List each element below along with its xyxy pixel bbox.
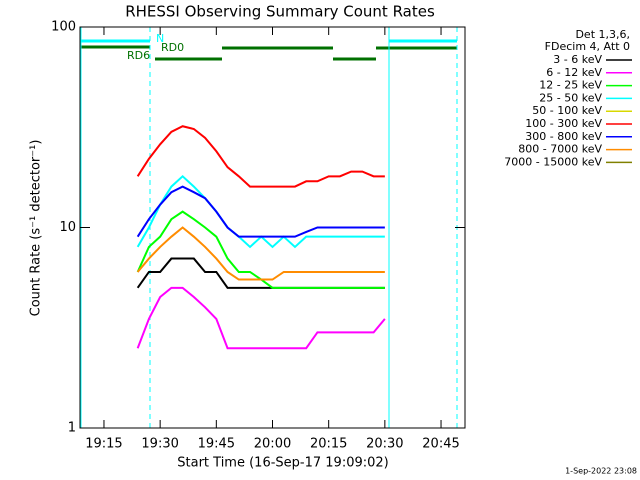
chart-title: RHESSI Observing Summary Count Rates xyxy=(125,3,435,21)
legend-label: 800 - 7000 keV xyxy=(518,143,602,156)
legend-label: 7000 - 15000 keV xyxy=(504,155,602,168)
y-axis-label: Count Rate (s⁻¹ detector⁻¹) xyxy=(29,140,44,317)
x-tick-label: 20:45 xyxy=(422,437,459,452)
legend-header: Det 1,3,6, xyxy=(575,28,630,41)
legend-label: 300 - 800 keV xyxy=(525,130,602,143)
y-tick-label: 1 xyxy=(68,421,76,436)
series-line xyxy=(136,226,385,281)
x-tick-label: 20:15 xyxy=(310,437,347,452)
annotation: RD0 xyxy=(161,41,184,54)
legend-header: FDecim 4, Att 0 xyxy=(545,40,630,53)
x-tick-label: 20:30 xyxy=(366,437,403,452)
legend-label: 3 - 6 keV xyxy=(553,53,602,66)
legend-label: 6 - 12 keV xyxy=(546,66,602,79)
legend-label: 12 - 25 keV xyxy=(539,79,602,92)
legend-label: 50 - 100 keV xyxy=(532,104,602,117)
y-tick-label: 10 xyxy=(59,220,76,235)
x-axis-label: Start Time (16-Sep-17 19:09:02) xyxy=(177,456,388,471)
legend-label: 100 - 300 keV xyxy=(525,117,602,130)
footer: 1-Sep-2022 23:08 xyxy=(565,467,637,476)
annotation: N xyxy=(156,32,164,45)
series-line xyxy=(136,125,385,188)
legend-label: 25 - 50 keV xyxy=(539,91,602,104)
annotation: RD6 xyxy=(127,49,150,62)
series-line xyxy=(136,185,385,238)
series-line xyxy=(136,286,386,350)
x-tick-label: 19:30 xyxy=(141,437,178,452)
y-tick-label: 100 xyxy=(51,20,76,35)
x-tick-label: 20:00 xyxy=(254,437,291,452)
x-tick-label: 19:15 xyxy=(85,437,122,452)
x-tick-label: 19:45 xyxy=(198,437,235,452)
